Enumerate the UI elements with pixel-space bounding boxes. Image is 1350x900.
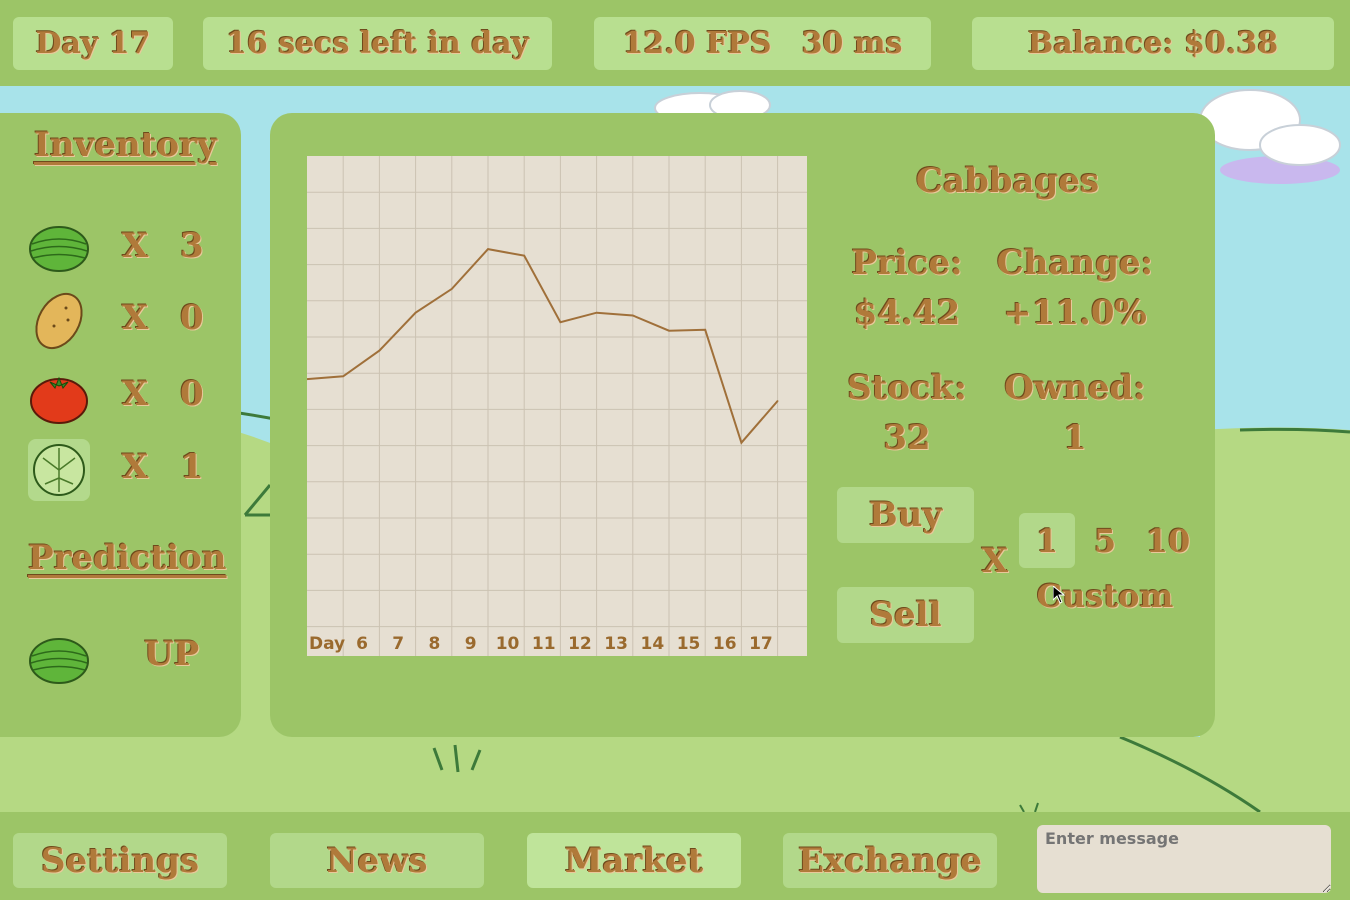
potato-icon [28, 290, 90, 352]
inventory-item-potato[interactable]: X 0 [28, 290, 218, 352]
x-tick-label: 16 [713, 634, 737, 654]
x-axis-label: Day [309, 634, 345, 654]
inventory-times: X [122, 298, 149, 338]
inventory-times: X [122, 226, 149, 266]
chat-message-input[interactable] [1037, 825, 1331, 893]
inventory-count: 3 [180, 226, 204, 266]
x-tick-label: 10 [496, 634, 520, 654]
market-panel: Day 6 7 8 9 10 11 12 13 14 15 16 17 Cabbages Price: … [270, 113, 1215, 737]
prediction-row: UP [28, 630, 218, 692]
sell-button[interactable]: Sell [837, 587, 974, 643]
price-point [668, 329, 670, 332]
stock-value: 32 [883, 418, 931, 458]
inventory-count: 0 [180, 298, 204, 338]
status-bar: Day 17 16 secs left in day 12.0 FPS 30 m… [0, 0, 1350, 86]
inventory-count: 0 [180, 374, 204, 414]
settings-button[interactable]: Settings [13, 833, 227, 888]
quantity-10-button[interactable]: 10 [1145, 521, 1191, 560]
x-tick-label: 14 [641, 634, 665, 654]
inventory-heading: Inventory [34, 125, 217, 165]
owned-label: Owned: [1004, 368, 1146, 408]
stock-label: Stock: [847, 368, 967, 408]
buy-button[interactable]: Buy [837, 487, 974, 543]
price-point [559, 321, 562, 323]
inventory-times: X [122, 447, 149, 487]
price-point [451, 288, 453, 290]
news-button[interactable]: News [270, 833, 484, 888]
inventory-item-cabbage[interactable]: X 1 [28, 439, 218, 501]
price-point [378, 349, 381, 352]
mouse-cursor-icon [1053, 586, 1065, 604]
exchange-button[interactable]: Exchange [783, 833, 997, 888]
price-value: $4.42 [853, 293, 961, 333]
change-label: Change: [996, 243, 1154, 283]
commodity-title: Cabbages [915, 161, 1100, 201]
price-point [632, 314, 634, 317]
x-tick-label: 9 [465, 634, 477, 654]
price-point [523, 254, 525, 257]
change-value: +11.0% [1003, 293, 1147, 333]
x-tick-label: 15 [677, 634, 701, 654]
prediction-value: UP [144, 634, 200, 674]
x-tick-label: 8 [429, 634, 441, 654]
price-point [776, 400, 779, 402]
day-display: Day 17 [13, 17, 173, 70]
inventory-times: X [122, 374, 149, 414]
x-tick-label: 6 [356, 634, 368, 654]
performance-display: 12.0 FPS 30 ms [594, 17, 931, 70]
price-point [414, 311, 417, 314]
inventory-count: 1 [180, 447, 204, 487]
price-point [306, 378, 308, 380]
time-left-display: 16 secs left in day [203, 17, 552, 70]
quantity-5-button[interactable]: 5 [1093, 521, 1117, 560]
watermelon-icon [28, 218, 90, 280]
x-tick-label: 7 [392, 634, 404, 654]
price-label: Price: [851, 243, 963, 283]
watermelon-icon [28, 630, 90, 692]
cloud [1199, 89, 1341, 184]
market-button[interactable]: Market [527, 833, 741, 888]
price-series-line [306, 248, 779, 445]
owned-value: 1 [1063, 418, 1087, 458]
quantity-1-button[interactable]: 1 [1019, 513, 1075, 568]
prediction-heading: Prediction [28, 538, 227, 578]
inventory-panel: Inventory X 3 X 0 X 0 X 1 Predict [0, 113, 241, 737]
x-tick-label: 17 [749, 634, 773, 654]
inventory-item-tomato[interactable]: X 0 [28, 366, 218, 428]
price-chart: Day 6 7 8 9 10 11 12 13 14 15 16 17 [306, 156, 807, 656]
times-label: X [981, 541, 1009, 581]
price-point [704, 328, 706, 331]
price-point [595, 311, 598, 314]
price-chart-svg: Day 6 7 8 9 10 11 12 13 14 15 16 17 [306, 156, 807, 656]
x-tick-label: 12 [568, 634, 592, 654]
inventory-item-watermelon[interactable]: X 3 [28, 218, 218, 280]
x-tick-label: 13 [604, 634, 628, 654]
balance-display: Balance: $0.38 [972, 17, 1334, 70]
tomato-icon [28, 366, 90, 428]
price-point [740, 441, 743, 444]
price-point [487, 248, 489, 250]
fps-readout: 12.0 FPS [622, 26, 772, 61]
x-tick-label: 11 [532, 634, 556, 654]
price-point [342, 375, 344, 378]
cabbage-icon [28, 439, 90, 501]
ms-readout: 30 ms [801, 26, 903, 61]
